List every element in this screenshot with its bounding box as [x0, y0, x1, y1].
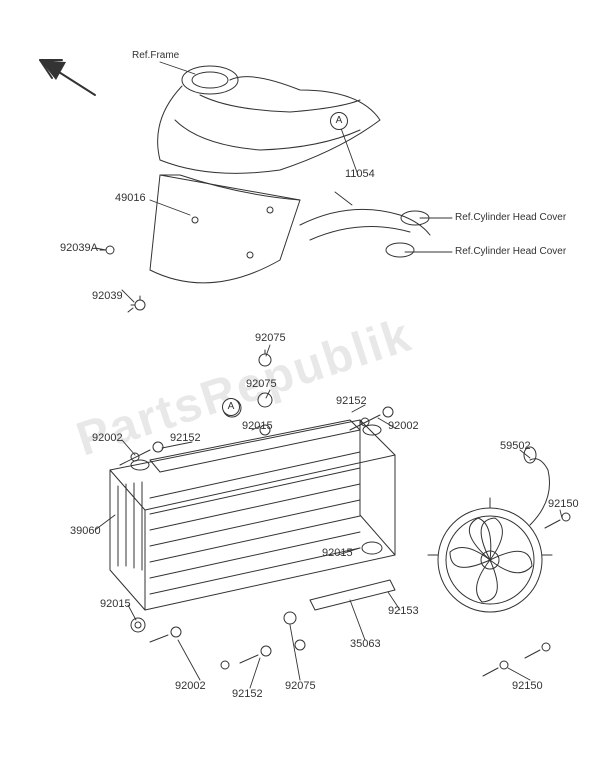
ref-frame: Ref.Frame	[132, 50, 179, 61]
lbl-92015-bot: 92015	[100, 598, 131, 610]
rivets-92039	[100, 246, 145, 312]
lbl-92152-bot: 92152	[232, 688, 263, 700]
arrow-icon	[40, 60, 95, 95]
diagram-svg	[0, 0, 600, 778]
lbl-92150-bot: 92150	[512, 680, 543, 692]
lbl-59502: 59502	[500, 440, 531, 452]
fan-59502	[428, 447, 552, 612]
lbl-92075-top: 92075	[255, 332, 286, 344]
lbl-92075-mid: 92075	[246, 378, 277, 390]
lbl-92150-top: 92150	[548, 498, 579, 510]
lbl-92075-bot: 92075	[285, 680, 316, 692]
lbl-35063: 35063	[350, 638, 381, 650]
lbl-11054: 11054	[345, 168, 375, 180]
ref-head-1: Ref.Cylinder Head Cover	[455, 212, 566, 223]
ref-head-2: Ref.Cylinder Head Cover	[455, 246, 566, 257]
lbl-92152-L: 92152	[170, 432, 201, 444]
badge-a-1: A	[330, 112, 348, 130]
badge-a-2: A	[222, 398, 240, 416]
lower-bracket	[131, 580, 395, 669]
lbl-92015-top: 92015	[242, 420, 273, 432]
leaders	[95, 62, 562, 688]
lbl-92015-mid: 92015	[322, 547, 353, 559]
lbl-92039A: 92039A	[60, 242, 98, 254]
top-bolts	[120, 350, 393, 465]
lbl-92002-L: 92002	[92, 432, 123, 444]
lbl-49016: 49016	[115, 192, 146, 204]
lbl-92039: 92039	[92, 290, 123, 302]
lbl-92153: 92153	[388, 605, 419, 617]
lbl-92002-bot: 92002	[175, 680, 206, 692]
lbl-92002-R: 92002	[388, 420, 419, 432]
lbl-92152-R: 92152	[336, 395, 367, 407]
lbl-39060: 39060	[70, 525, 101, 537]
bracket-11054	[300, 209, 430, 257]
